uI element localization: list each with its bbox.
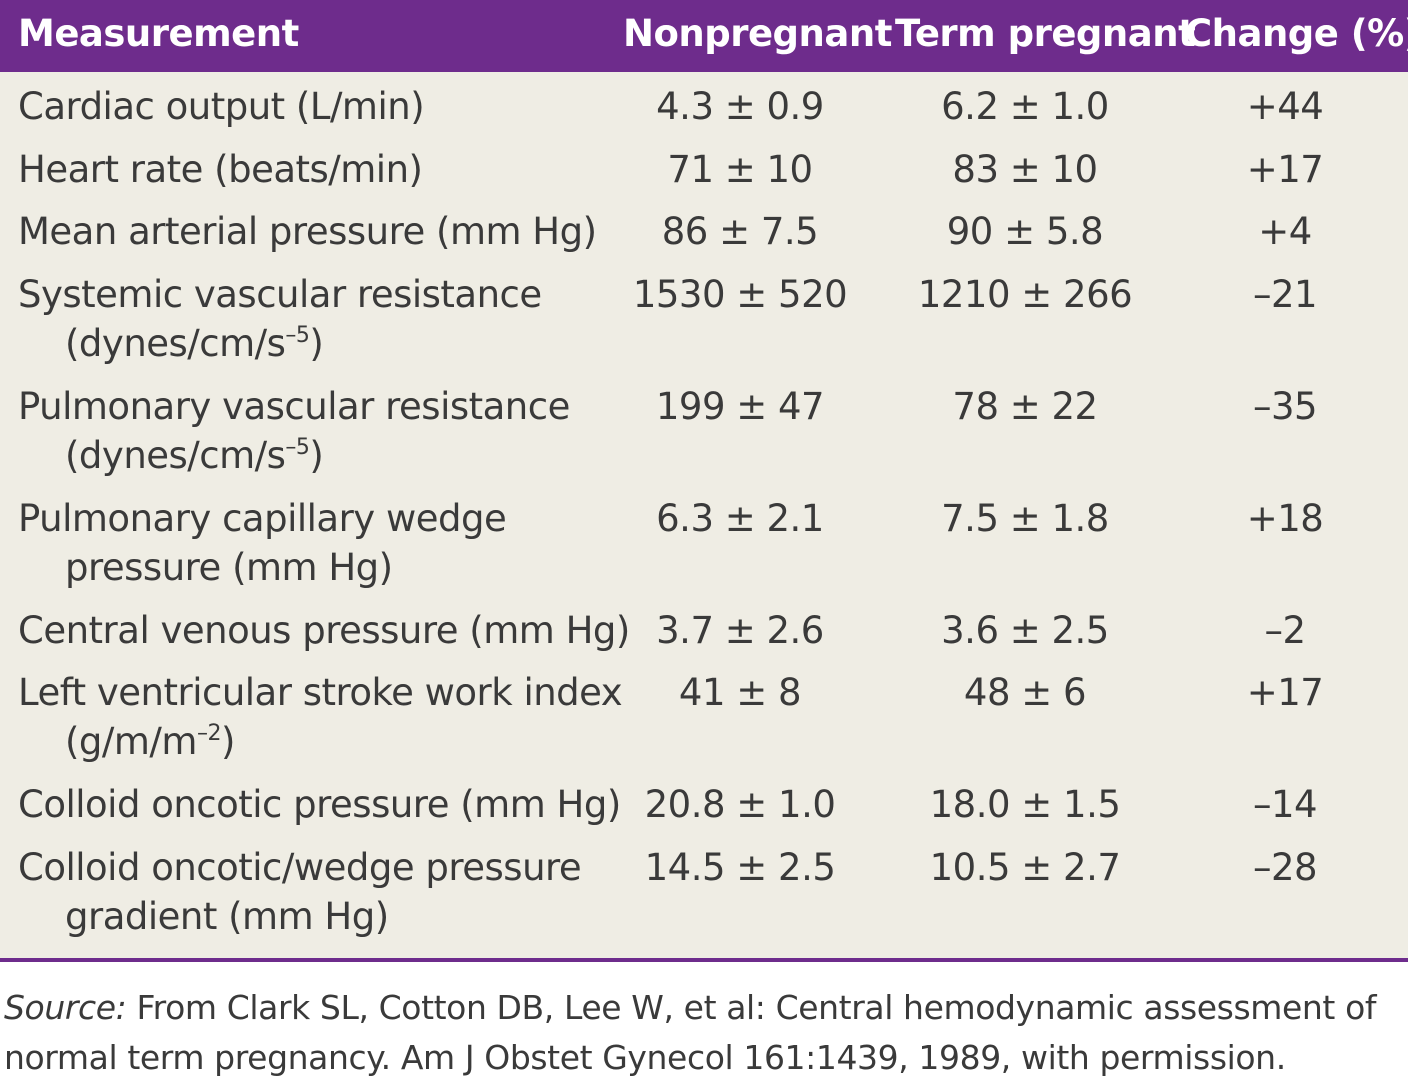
measurement-unit: (dynes/cm/s [65,322,286,365]
source-text: From Clark SL, Cotton DB, Lee W, et al: … [4,988,1377,1077]
table-header: Measurement Nonpregnant Term pregnant Ch… [0,0,1410,72]
measurement-unit: (dynes/cm/s [65,434,286,477]
measurement-unit-close: ) [220,720,235,763]
change-value: +17 [1246,148,1324,191]
nonpregnant-value: 4.3 ± 0.9 [656,85,824,128]
measurement-label: Pulmonary capillary wedge [18,497,507,540]
measurement-cell: Mean arterial pressure (mm Hg) [18,207,597,256]
change-value: –35 [1252,385,1318,428]
nonpregnant-value: 71 ± 10 [667,148,813,191]
measurement-label: Cardiac output (L/min) [18,85,425,128]
source-note: Source: From Clark SL, Cotton DB, Lee W,… [4,983,1404,1083]
measurement-unit: gradient (mm Hg) [65,895,389,938]
change-value: +44 [1246,85,1324,128]
measurement-cell: Systemic vascular resistance (dynes/cm/s–… [18,270,542,368]
nonpregnant-value: 20.8 ± 1.0 [644,783,836,826]
measurement-label: Heart rate (beats/min) [18,148,423,191]
measurement-label-continued: pressure (mm Hg) [18,543,506,592]
measurement-cell: Pulmonary capillary wedge pressure (mm Hg… [18,494,507,592]
header-nonpregnant: Nonpregnant [623,12,892,55]
change-value: –2 [1264,609,1306,652]
measurement-cell: Heart rate (beats/min) [18,145,423,194]
nonpregnant-value: 199 ± 47 [655,385,825,428]
table-bottom-rule [0,958,1408,962]
measurement-cell: Colloid oncotic/wedge pressure gradient (… [18,843,582,941]
measurement-label: Pulmonary vascular resistance [18,385,570,428]
term-pregnant-value: 10.5 ± 2.7 [929,846,1121,889]
change-value: +4 [1258,210,1312,253]
measurement-cell: Central venous pressure (mm Hg) [18,606,630,655]
measurement-unit-close: ) [309,434,324,477]
header-change: Change (%) [1185,12,1410,55]
header-term-pregnant: Term pregnant [895,12,1196,55]
change-value: +18 [1246,497,1324,540]
term-pregnant-value: 18.0 ± 1.5 [929,783,1121,826]
unit-exponent: –5 [285,323,310,348]
unit-exponent: –2 [196,721,222,746]
measurement-label: Central venous pressure (mm Hg) [18,609,630,652]
change-value: –21 [1252,273,1318,316]
measurement-cell: Cardiac output (L/min) [18,82,425,131]
measurement-cell: Left ventricular stroke work index (g/m/m… [18,668,623,766]
nonpregnant-value: 86 ± 7.5 [661,210,819,253]
measurement-label: Left ventricular stroke work index [18,671,623,714]
source-label: Source: [4,988,127,1027]
measurement-label: Systemic vascular resistance [18,273,542,316]
term-pregnant-value: 3.6 ± 2.5 [941,609,1109,652]
measurement-cell: Pulmonary vascular resistance (dynes/cm/s… [18,382,570,480]
term-pregnant-value: 78 ± 22 [952,385,1098,428]
term-pregnant-value: 83 ± 10 [952,148,1098,191]
term-pregnant-value: 48 ± 6 [963,671,1087,714]
unit-exponent: –5 [285,435,310,460]
nonpregnant-value: 14.5 ± 2.5 [644,846,836,889]
term-pregnant-value: 7.5 ± 1.8 [941,497,1109,540]
header-measurement: Measurement [18,12,299,55]
measurement-label: Colloid oncotic/wedge pressure [18,846,582,889]
measurement-unit: (g/m/m [65,720,197,763]
measurement-cell: Colloid oncotic pressure (mm Hg) [18,780,621,829]
nonpregnant-value: 6.3 ± 2.1 [656,497,824,540]
term-pregnant-value: 1210 ± 266 [917,273,1133,316]
measurement-unit: pressure (mm Hg) [65,546,393,589]
measurement-unit-close: ) [309,322,324,365]
nonpregnant-value: 3.7 ± 2.6 [656,609,824,652]
hemodynamics-table: Measurement Nonpregnant Term pregnant Ch… [0,0,1410,958]
measurement-label: Colloid oncotic pressure (mm Hg) [18,783,621,826]
change-value: +17 [1246,671,1324,714]
term-pregnant-value: 90 ± 5.8 [946,210,1104,253]
change-value: –14 [1252,783,1318,826]
measurement-label-continued: (dynes/cm/s–5) [18,319,542,368]
measurement-label: Mean arterial pressure (mm Hg) [18,210,597,253]
change-value: –28 [1252,846,1318,889]
measurement-label-continued: gradient (mm Hg) [18,892,581,941]
nonpregnant-value: 1530 ± 520 [632,273,848,316]
nonpregnant-value: 41 ± 8 [678,671,802,714]
measurement-label-continued: (dynes/cm/s–5) [18,431,570,480]
term-pregnant-value: 6.2 ± 1.0 [941,85,1109,128]
measurement-label-continued: (g/m/m–2) [18,717,622,766]
